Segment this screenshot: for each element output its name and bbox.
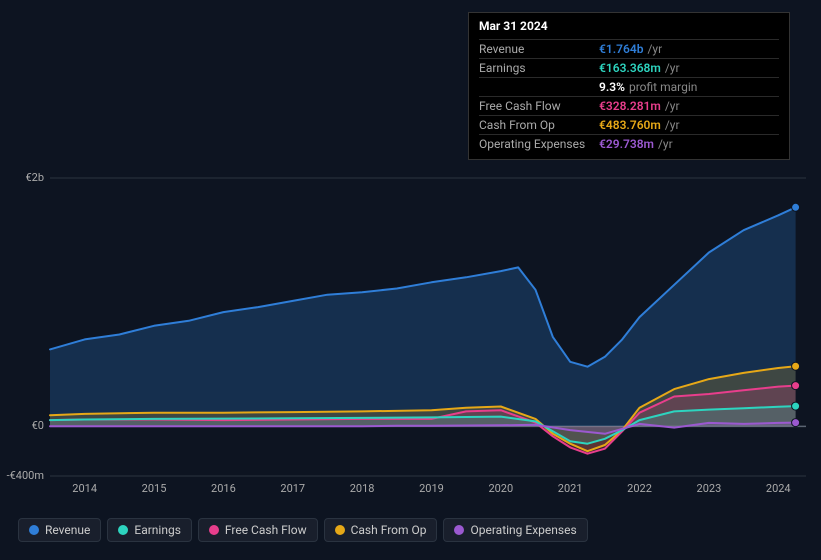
tooltip-row: Free Cash Flow€328.281m/yr <box>479 96 779 115</box>
x-axis-label: 2014 <box>72 482 97 495</box>
legend-item-operating-expenses[interactable]: Operating Expenses <box>443 518 587 542</box>
tooltip-row-suffix: /yr <box>665 99 680 113</box>
tooltip-row-label: Earnings <box>479 61 599 75</box>
chart-legend: Revenue Earnings Free Cash Flow Cash From O… <box>18 518 588 542</box>
y-axis-label: -€400m <box>7 469 44 482</box>
legend-label: Earnings <box>134 523 181 537</box>
tooltip-row-suffix: profit margin <box>629 80 697 94</box>
tooltip-row-label: Revenue <box>479 42 599 56</box>
tooltip-row-value: 9.3% <box>599 80 625 94</box>
tooltip-row-value: €163.368m <box>599 61 661 75</box>
legend-item-revenue[interactable]: Revenue <box>18 518 101 542</box>
x-axis-label: 2016 <box>211 482 236 495</box>
tooltip-row: 9.3% profit margin <box>479 77 779 96</box>
tooltip-date: Mar 31 2024 <box>479 19 779 35</box>
legend-label: Cash From Op <box>351 523 427 537</box>
tooltip-row: Earnings€163.368m/yr <box>479 58 779 77</box>
tooltip-row-value: €1.764b <box>599 42 643 56</box>
legend-item-earnings[interactable]: Earnings <box>107 518 192 542</box>
tooltip-row-value: €328.281m <box>599 99 661 113</box>
y-axis-label: €2b <box>25 171 44 184</box>
x-axis-label: 2019 <box>419 482 444 495</box>
legend-item-free-cash-flow[interactable]: Free Cash Flow <box>198 518 318 542</box>
x-axis-label: 2017 <box>280 482 305 495</box>
legend-item-cash-from-op[interactable]: Cash From Op <box>324 518 438 542</box>
x-axis-label: 2015 <box>142 482 167 495</box>
legend-label: Operating Expenses <box>470 523 576 537</box>
legend-dot-icon <box>29 525 39 535</box>
x-axis-label: 2020 <box>488 482 513 495</box>
tooltip-row: Cash From Op€483.760m/yr <box>479 115 779 134</box>
x-axis-label: 2024 <box>766 482 791 495</box>
tooltip-row-label: Free Cash Flow <box>479 99 599 113</box>
tooltip-row-label: Operating Expenses <box>479 137 599 151</box>
tooltip-row-label: Cash From Op <box>479 118 599 132</box>
y-axis-label: €0 <box>32 419 44 432</box>
x-axis-label: 2021 <box>558 482 583 495</box>
chart-tooltip: Mar 31 2024 Revenue€1.764b/yrEarnings€16… <box>468 12 790 160</box>
legend-label: Free Cash Flow <box>225 523 307 537</box>
tooltip-row: Revenue€1.764b/yr <box>479 39 779 58</box>
tooltip-row-value: €483.760m <box>599 118 661 132</box>
tooltip-row-suffix: /yr <box>665 61 680 75</box>
legend-label: Revenue <box>45 523 90 537</box>
x-axis-label: 2023 <box>697 482 722 495</box>
tooltip-row-value: €29.738m <box>599 137 654 151</box>
legend-dot-icon <box>118 525 128 535</box>
tooltip-row-suffix: /yr <box>665 118 680 132</box>
legend-dot-icon <box>335 525 345 535</box>
tooltip-row-suffix: /yr <box>658 137 673 151</box>
legend-dot-icon <box>454 525 464 535</box>
tooltip-row-suffix: /yr <box>647 42 662 56</box>
x-axis-label: 2022 <box>627 482 652 495</box>
x-axis-label: 2018 <box>350 482 375 495</box>
legend-dot-icon <box>209 525 219 535</box>
financial-chart: { "chart": { "type": "area", "width": 82… <box>0 0 821 560</box>
tooltip-row: Operating Expenses€29.738m/yr <box>479 134 779 153</box>
